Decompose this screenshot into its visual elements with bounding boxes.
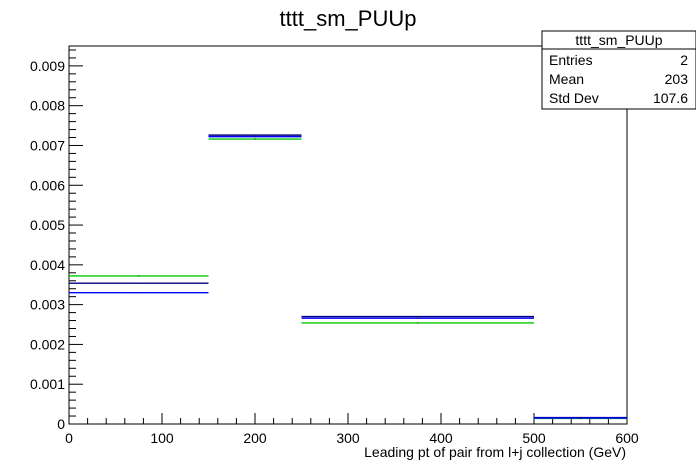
bin-center-marker	[138, 275, 140, 277]
x-tick-label: 200	[243, 430, 267, 446]
y-tick-label: 0.007	[30, 137, 65, 153]
stats-mean-label: Mean	[549, 71, 584, 87]
bin-center-marker	[138, 282, 140, 284]
bin-center-marker	[254, 134, 256, 136]
x-tick-label: 400	[429, 430, 453, 446]
y-tick-label: 0.005	[30, 217, 65, 233]
chart-title: tttt_sm_PUUp	[280, 6, 417, 31]
x-tick-label: 0	[65, 430, 73, 446]
bin-center-marker	[254, 136, 256, 138]
bin-center-marker	[580, 417, 581, 419]
y-tick-label: 0.001	[30, 376, 65, 392]
y-axis: 0 0.001 0.002 0.003 0.004 0.005 0.006 0.007 0.00…	[30, 49, 83, 432]
histogram-series	[69, 134, 627, 420]
stats-entries-value: 2	[680, 52, 688, 68]
stats-box-frame	[541, 30, 696, 110]
stats-entries-label: Entries	[549, 52, 593, 68]
bin-center-marker	[417, 317, 419, 319]
stats-box-title: tttt_sm_PUUp	[575, 32, 662, 48]
x-tick-label: 600	[615, 430, 639, 446]
x-tick-label: 500	[522, 430, 546, 446]
x-axis-label: Leading pt of pair from l+j collection (…	[364, 444, 626, 460]
bin-center-marker	[138, 292, 140, 294]
histogram-series-0	[69, 138, 627, 420]
bin-center-marker	[417, 322, 419, 324]
bin-center-marker	[417, 316, 419, 318]
y-tick-label: 0.002	[30, 336, 65, 352]
y-tick-label: 0.004	[30, 257, 65, 273]
y-tick-label: 0.006	[30, 177, 65, 193]
x-tick-label: 100	[150, 430, 174, 446]
bin-center-marker	[254, 138, 256, 140]
y-tick-label: 0	[57, 416, 65, 432]
histogram-series-2	[69, 136, 627, 419]
x-axis: 0 100 200 300 400 500 600	[65, 413, 639, 446]
y-tick-label: 0.009	[30, 58, 65, 74]
stats-stddev-value: 107.6	[653, 90, 688, 106]
y-tick-label: 0.008	[30, 98, 65, 114]
stats-box: tttt_sm_PUUp Entries 2 Mean 203 Std Dev …	[541, 30, 696, 110]
x-tick-label: 300	[336, 430, 360, 446]
y-tick-label: 0.003	[30, 297, 65, 313]
stats-mean-value: 203	[665, 71, 689, 87]
stats-stddev-label: Std Dev	[549, 90, 599, 106]
